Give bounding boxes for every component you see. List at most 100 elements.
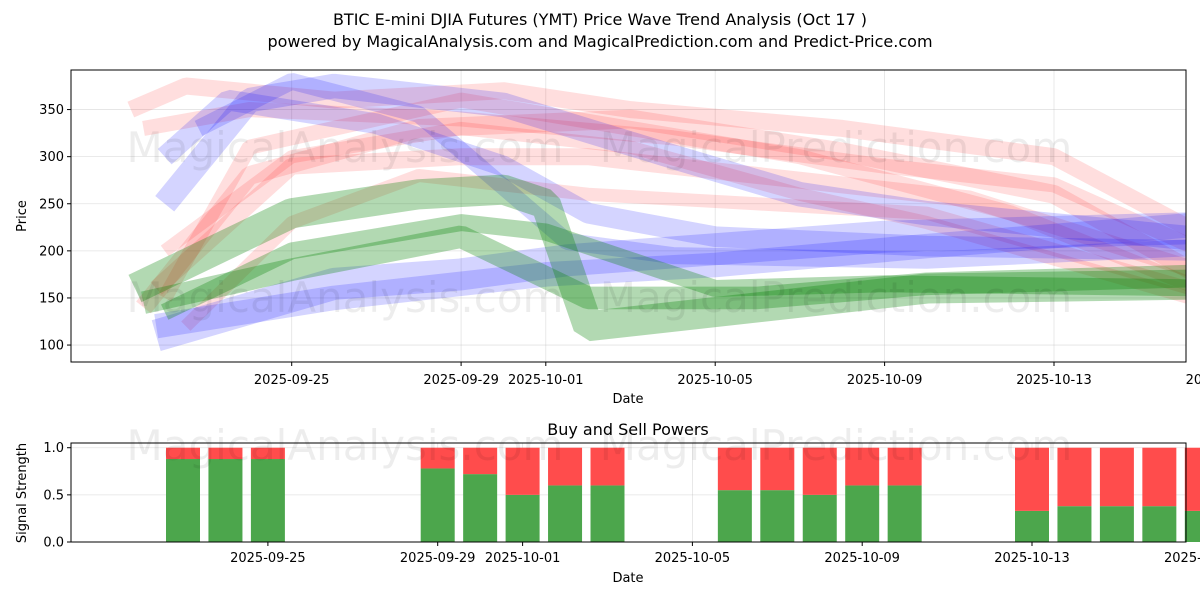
buy-power-bar [760, 490, 795, 542]
buy-power-bar [887, 485, 922, 542]
sell-power-bar [1057, 447, 1092, 507]
signal-x-tick-label: 2025-10-13 [994, 551, 1070, 566]
sell-power-bar [717, 447, 752, 491]
price-y-tick-label: 200 [39, 244, 64, 259]
wave-band-blue [157, 89, 1186, 261]
price-x-ticks: 2025-09-25 2025-09-29 2025-10-01 2025-10-05… [254, 362, 1200, 388]
signal-x-axis-label: Date [612, 571, 643, 586]
price-y-ticks: 100 150 200 250 300 350 [39, 103, 71, 354]
sell-power-bar [760, 447, 795, 491]
signal-x-tick-label: 2025-10-01 [485, 551, 561, 566]
signal-x-tick-label: 2025-10-17 [1164, 551, 1200, 566]
wave-band-green [128, 174, 1186, 342]
price-x-tick-label: 2025-10-05 [677, 373, 753, 388]
watermark-upper-right: MagicalPrediction.com [600, 123, 1073, 172]
price-plot-frame [70, 69, 1187, 363]
signal-x-tick-label: 2025-10-05 [655, 551, 731, 566]
price-grid [71, 70, 1186, 362]
price-x-tick-label: 2025-09-29 [423, 373, 499, 388]
price-y-tick-label: 300 [39, 150, 64, 165]
signal-y-axis-label: Signal Strength [15, 443, 30, 543]
sell-power-bar [1142, 447, 1177, 507]
buy-power-bar [420, 468, 455, 542]
sell-power-bar [887, 447, 922, 486]
wave-band-red [142, 102, 1186, 252]
wave-band-red [127, 77, 1186, 237]
wave-band-red [136, 109, 1186, 314]
buy-power-bar [208, 459, 243, 542]
price-x-tick-label: 2025-10-01 [508, 373, 584, 388]
price-y-axis-label: Price [15, 200, 30, 232]
chart-subtitle: powered by MagicalAnalysis.com and Magic… [267, 32, 932, 51]
signal-bars [166, 447, 1200, 542]
chart-title: BTIC E-mini DJIA Futures (YMT) Price Wav… [333, 10, 867, 29]
wave-band-blue [154, 213, 1186, 339]
price-y-tick-label: 250 [39, 197, 64, 212]
buy-power-bar [1099, 506, 1134, 542]
signal-chart-title: Buy and Sell Powers [547, 420, 709, 439]
price-bands [127, 73, 1186, 351]
wave-band-blue [194, 73, 1186, 269]
price-chart: MagicalAnalysis.com MagicalPrediction.co… [15, 69, 1200, 407]
signal-y-tick-label: 0.5 [43, 488, 64, 503]
wave-band-red [150, 148, 1186, 295]
buy-power-bar [250, 459, 285, 542]
signal-plot-frame [70, 442, 1187, 543]
price-x-tick-label: 2025-10-17 [1186, 373, 1200, 388]
price-x-tick-label: 2025-10-13 [1016, 373, 1092, 388]
price-plot-background [71, 70, 1186, 362]
buy-power-bar [1015, 510, 1049, 542]
wave-band-green [161, 214, 1186, 320]
price-x-axis-label: Date [612, 392, 643, 407]
wave-band-green [141, 225, 1186, 314]
signal-x-tick-label: 2025-09-25 [230, 551, 306, 566]
watermark-bottom-right: MagicalPrediction.com [600, 421, 1073, 470]
sell-power-bar [548, 447, 583, 486]
sell-power-bar [166, 447, 200, 460]
price-y-tick-label: 150 [39, 291, 64, 306]
signal-y-tick-label: 1.0 [43, 441, 64, 456]
sell-power-bar [590, 447, 625, 486]
watermark-lower-left: MagicalAnalysis.com [127, 273, 564, 322]
wave-band-red [160, 121, 1186, 304]
wave-band-blue [151, 212, 1186, 351]
buy-power-bar [845, 485, 880, 542]
sell-power-bar [845, 447, 880, 486]
sell-power-bar [1099, 447, 1134, 507]
sell-power-bar [250, 447, 285, 460]
watermark-bottom-left: MagicalAnalysis.com [127, 421, 564, 470]
sell-power-bar [505, 447, 540, 495]
buy-power-bar [802, 494, 837, 542]
wave-band-red [181, 168, 1186, 331]
sell-power-bar [1184, 447, 1200, 511]
signal-x-ticks: 2025-09-25 2025-09-29 2025-10-01 2025-10-05… [230, 542, 1200, 566]
signal-chart: Buy and Sell Powers MagicalAnalysis.com … [15, 420, 1200, 586]
price-y-tick-label: 100 [39, 339, 64, 354]
sell-power-bar [420, 447, 455, 469]
signal-y-tick-label: 0.0 [43, 536, 64, 551]
sell-power-bar [1015, 447, 1049, 511]
signal-x-tick-label: 2025-09-29 [400, 551, 476, 566]
sell-power-bar [463, 447, 498, 475]
buy-power-bar [505, 494, 540, 542]
price-x-tick-label: 2025-10-09 [847, 373, 923, 388]
watermark-lower-right: MagicalPrediction.com [600, 273, 1073, 322]
sell-power-bar [802, 447, 837, 495]
wave-band-red [158, 92, 1186, 302]
sell-power-bar [208, 447, 243, 460]
price-x-tick-label: 2025-09-25 [254, 373, 330, 388]
buy-power-bar [1142, 506, 1177, 542]
signal-y-ticks: 0.0 0.5 1.0 [43, 441, 71, 551]
buy-power-bar [717, 490, 752, 542]
buy-power-bar [1057, 506, 1092, 542]
buy-power-bar [1184, 510, 1200, 542]
signal-x-tick-label: 2025-10-09 [824, 551, 900, 566]
wave-band-blue [155, 73, 1186, 251]
buy-power-bar [590, 485, 625, 542]
price-y-tick-label: 350 [39, 103, 64, 118]
buy-power-bar [463, 474, 498, 542]
buy-power-bar [548, 485, 583, 542]
watermark-upper-left: MagicalAnalysis.com [127, 123, 564, 172]
buy-power-bar [166, 459, 200, 542]
